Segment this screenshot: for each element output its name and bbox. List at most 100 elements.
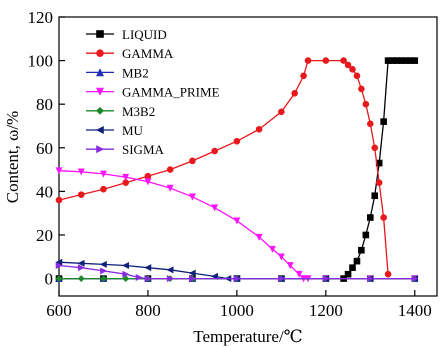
data-point bbox=[278, 275, 286, 283]
y-tick-label: 100 bbox=[28, 52, 54, 71]
data-point bbox=[144, 275, 152, 283]
data-point bbox=[144, 178, 152, 186]
data-point bbox=[362, 231, 370, 239]
data-point bbox=[411, 275, 419, 283]
series-line bbox=[59, 59, 415, 280]
data-point bbox=[353, 257, 361, 265]
legend-item: GAMMA bbox=[86, 46, 174, 61]
data-point bbox=[380, 214, 387, 221]
data-point bbox=[277, 253, 285, 261]
data-point bbox=[233, 137, 241, 145]
data-point bbox=[278, 108, 285, 116]
data-point bbox=[96, 68, 104, 77]
x-tick-label: 1200 bbox=[309, 301, 343, 320]
data-point bbox=[55, 275, 63, 282]
x-tick-label: 600 bbox=[46, 301, 72, 320]
data-point bbox=[55, 261, 63, 269]
x-tick-label: 1400 bbox=[398, 301, 432, 320]
data-point bbox=[371, 192, 379, 200]
data-point bbox=[96, 87, 104, 96]
data-point bbox=[144, 172, 152, 180]
data-point bbox=[322, 57, 330, 64]
legend-label: SIGMA bbox=[122, 142, 165, 157]
series-gamma bbox=[55, 57, 392, 278]
data-point bbox=[211, 204, 219, 212]
axis-ticks: 600 800 1000 1200 1400 0 20 40 60 80 100 120 bbox=[28, 8, 432, 320]
legend-label: LIQUID bbox=[122, 27, 167, 42]
data-point bbox=[344, 270, 352, 278]
data-point bbox=[210, 272, 218, 280]
y-tick-label: 20 bbox=[36, 226, 53, 245]
y-tick-label: 40 bbox=[36, 182, 53, 201]
data-point bbox=[77, 191, 85, 198]
data-point bbox=[344, 61, 352, 69]
data-point bbox=[122, 270, 130, 278]
x-tick-label: 800 bbox=[135, 301, 161, 320]
data-point bbox=[188, 269, 196, 277]
legend-item: LIQUID bbox=[86, 27, 167, 42]
data-point bbox=[411, 57, 419, 64]
data-point bbox=[371, 144, 379, 152]
data-point bbox=[77, 259, 85, 267]
data-point bbox=[300, 72, 307, 80]
data-point bbox=[55, 167, 63, 175]
data-point bbox=[100, 275, 107, 282]
data-point bbox=[166, 275, 174, 283]
data-point bbox=[55, 196, 63, 204]
data-point bbox=[362, 100, 370, 108]
data-point bbox=[211, 147, 218, 155]
data-point bbox=[349, 66, 356, 73]
data-point bbox=[122, 173, 130, 181]
data-point bbox=[358, 85, 365, 93]
legend-item: MU bbox=[86, 123, 144, 138]
data-point bbox=[77, 264, 85, 272]
data-point bbox=[96, 30, 104, 38]
legend-label: GAMMA bbox=[122, 46, 174, 61]
data-point bbox=[375, 179, 383, 186]
y-tick-label: 120 bbox=[28, 8, 54, 27]
data-point bbox=[268, 245, 276, 253]
legend-label: MU bbox=[122, 123, 144, 138]
data-point bbox=[286, 262, 294, 270]
data-point bbox=[384, 270, 392, 278]
legend-label: MB2 bbox=[122, 65, 149, 80]
data-point bbox=[77, 168, 85, 176]
data-point bbox=[77, 275, 85, 282]
data-point bbox=[100, 185, 107, 193]
data-point bbox=[380, 118, 387, 125]
data-point bbox=[366, 120, 374, 128]
plot-frame bbox=[58, 16, 438, 297]
data-point bbox=[166, 266, 174, 274]
series-layer bbox=[55, 57, 419, 283]
y-tick-label: 60 bbox=[36, 139, 53, 158]
data-point bbox=[96, 145, 105, 154]
legend: LIQUID GAMMA MB2 GAMMA_PRIME M3B2 MU SIGMA bbox=[86, 27, 220, 157]
data-point bbox=[366, 214, 374, 221]
legend-label: GAMMA_PRIME bbox=[122, 85, 220, 100]
data-point bbox=[166, 166, 174, 173]
legend-item: MB2 bbox=[86, 65, 149, 80]
data-point bbox=[255, 233, 263, 241]
data-point bbox=[144, 264, 152, 272]
data-point bbox=[135, 273, 143, 281]
data-point bbox=[353, 72, 361, 80]
legend-item: M3B2 bbox=[86, 104, 155, 119]
data-point bbox=[340, 57, 347, 64]
y-tick-label: 0 bbox=[45, 270, 54, 289]
data-point bbox=[122, 275, 130, 282]
data-point bbox=[95, 126, 104, 134]
data-point bbox=[122, 261, 130, 269]
data-point bbox=[358, 246, 365, 254]
series-sigma bbox=[55, 261, 419, 283]
data-point bbox=[100, 267, 108, 275]
data-point bbox=[233, 275, 241, 283]
data-point bbox=[99, 170, 107, 178]
data-point bbox=[189, 275, 197, 283]
data-point bbox=[188, 193, 196, 201]
x-axis-label: Temperature/℃ bbox=[193, 327, 302, 346]
data-point bbox=[99, 260, 107, 268]
legend-item: GAMMA_PRIME bbox=[86, 85, 220, 100]
data-point bbox=[295, 270, 303, 278]
data-point bbox=[349, 264, 356, 271]
